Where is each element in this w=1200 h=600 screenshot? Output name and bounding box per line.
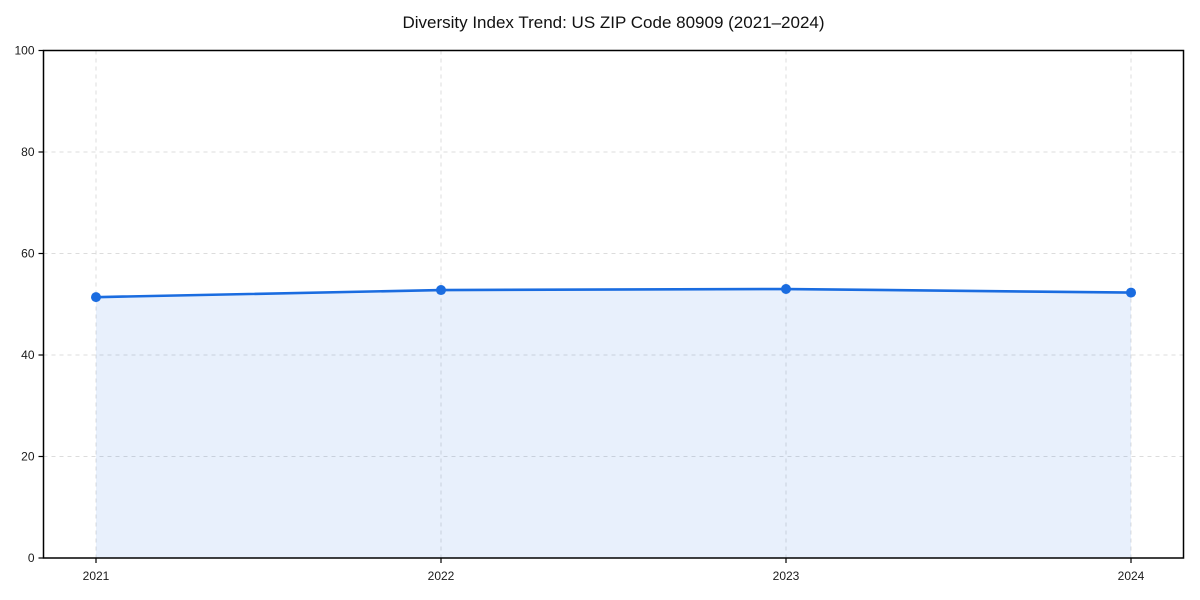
x-tick-label: 2022 <box>428 569 455 583</box>
y-tick-label: 20 <box>21 450 35 464</box>
plot-border <box>42 49 1185 559</box>
chart-title: Diversity Index Trend: US ZIP Code 80909… <box>402 13 825 32</box>
y-tick-label: 0 <box>28 551 35 565</box>
trend-line <box>94 287 1133 299</box>
x-tick-label: 2024 <box>1118 569 1145 583</box>
data-point-2022 <box>436 285 446 296</box>
data-point-2023 <box>781 284 791 295</box>
data-point-2024 <box>1126 287 1136 298</box>
data-point-2021 <box>91 292 101 303</box>
y-tick-label: 100 <box>14 44 34 58</box>
x-tick-label: 2021 <box>83 569 110 583</box>
y-tick-label: 40 <box>21 348 35 362</box>
y-tick-label: 60 <box>21 247 35 261</box>
y-tick-label: 80 <box>21 145 35 159</box>
area-fill <box>96 289 1131 558</box>
x-tick-label: 2023 <box>773 569 800 583</box>
